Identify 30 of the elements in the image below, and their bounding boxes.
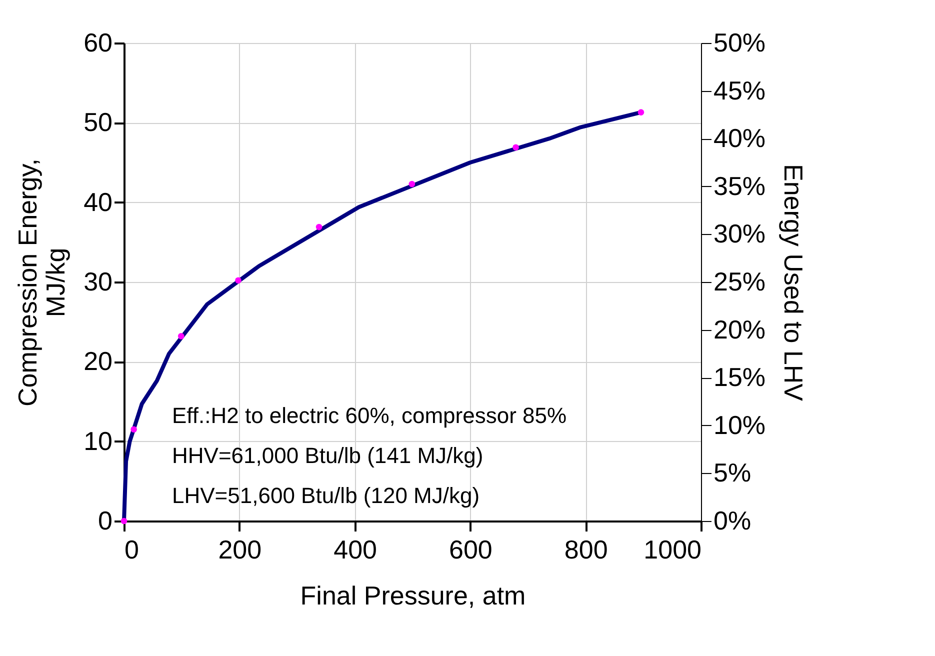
y2-tick-label: 50% xyxy=(714,28,766,58)
y-tick-label: 60 xyxy=(84,28,112,58)
y-tick-label: 20 xyxy=(84,346,112,376)
y-tick-label: 10 xyxy=(84,426,112,456)
y2-tick-label: 10% xyxy=(714,410,766,440)
x-tick-label: 600 xyxy=(449,534,492,564)
x-axis-title: Final Pressure, atm xyxy=(300,580,526,610)
y-tick-label: 40 xyxy=(84,186,112,217)
annotation: HHV=61,000 Btu/lb (141 MJ/kg) xyxy=(172,443,484,468)
y2-tick-label: 30% xyxy=(714,218,766,249)
y2-tick-label: 25% xyxy=(714,266,766,296)
y2-tick-label: 15% xyxy=(714,362,766,392)
x-tick-label: 400 xyxy=(334,534,377,564)
y2-tick-label: 0% xyxy=(714,506,752,536)
x-tick-label: 800 xyxy=(564,534,608,564)
y2-tick-label: 20% xyxy=(714,314,766,344)
y2-tick-label: 40% xyxy=(714,123,766,154)
x-tick-label: 1000 xyxy=(644,534,702,564)
y2-axis-title: Energy Used to LHV xyxy=(778,164,809,402)
annotation: LHV=51,600 Btu/lb (120 MJ/kg) xyxy=(172,483,480,508)
y-tick-label: 0 xyxy=(98,506,112,536)
x-tick-label: 0 xyxy=(124,534,139,564)
y2-tick-label: 5% xyxy=(714,458,752,488)
y-tick-label: 30 xyxy=(84,266,112,296)
y-axis-title: Compression Energy, MJ/kg xyxy=(12,158,71,407)
y2-tick-label: 35% xyxy=(714,170,766,201)
y-tick-label: 50 xyxy=(84,107,112,138)
annotation: Eff.:H2 to electric 60%, compressor 85% xyxy=(172,403,567,428)
y2-tick-label: 45% xyxy=(714,75,766,106)
x-tick-label: 200 xyxy=(218,534,262,564)
